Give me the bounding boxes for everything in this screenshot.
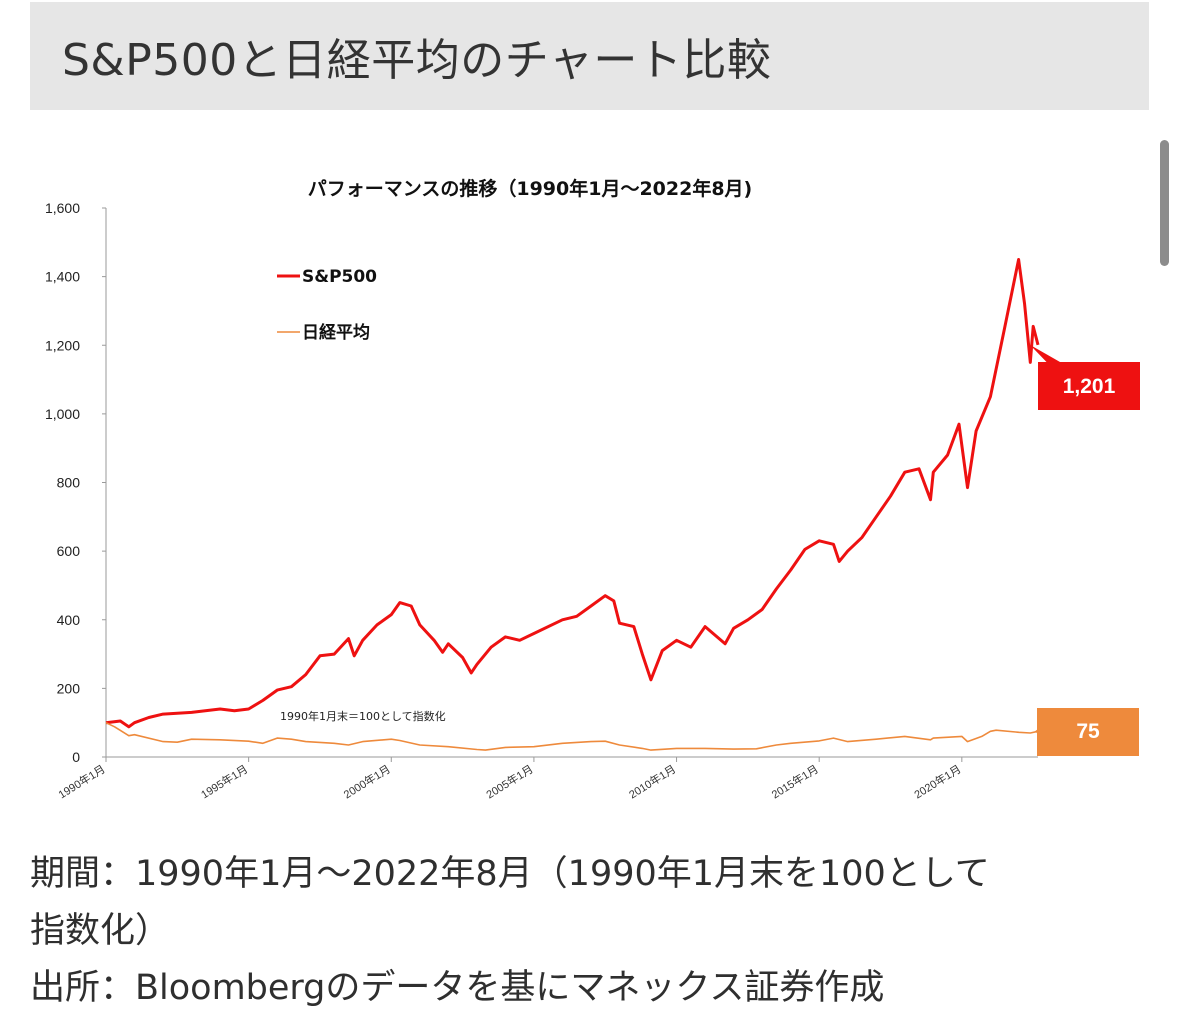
chart-lines xyxy=(105,258,1040,751)
y-tick-label: 1,000 xyxy=(45,406,80,422)
performance-chart: パフォーマンスの推移（1990年1月〜2022年8月) 0 200 400 600 80… xyxy=(45,177,1140,802)
x-tick-label: 2020年1月 xyxy=(911,762,963,802)
scrollbar[interactable] xyxy=(1160,140,1169,266)
sp500-callout-box xyxy=(1038,362,1140,410)
chart-legend: S&P500 日経平均 xyxy=(277,267,377,343)
chart-annotations: 1990年1月末＝100として指数化 1,201 75 xyxy=(280,344,1140,756)
nikkei-line xyxy=(105,721,1039,751)
x-tick-label: 2015年1月 xyxy=(769,762,821,802)
page-header: S&P500と日経平均のチャート比較 xyxy=(30,2,1149,110)
x-tick-label: 2005年1月 xyxy=(483,762,535,802)
x-tick-label: 1990年1月 xyxy=(56,762,108,802)
y-tick-label: 400 xyxy=(57,612,81,628)
y-tick-label: 1,200 xyxy=(45,337,80,353)
y-tick-label: 200 xyxy=(57,680,81,696)
x-tick-label: 2010年1月 xyxy=(626,762,678,802)
y-tick-label: 1,600 xyxy=(45,200,80,216)
x-tick-label: 2000年1月 xyxy=(341,762,393,802)
caption-period: 期間：1990年1月〜2022年8月（1990年1月末を100として xyxy=(30,854,990,894)
y-tick-label: 0 xyxy=(72,749,80,765)
nikkei-callout-box xyxy=(1037,708,1139,756)
chart-container: パフォーマンスの推移（1990年1月〜2022年8月) 0 200 400 600 80… xyxy=(30,140,1149,840)
nikkei-callout-label: 75 xyxy=(1076,720,1100,743)
legend-label-sp500: S&P500 xyxy=(302,267,377,287)
chart-caption: 期間：1990年1月〜2022年8月（1990年1月末を100として 指数化） … xyxy=(30,846,1150,1017)
page-title: S&P500と日経平均のチャート比較 xyxy=(62,35,772,86)
sp500-line xyxy=(105,258,1040,729)
sp500-callout-label: 1,201 xyxy=(1063,375,1116,398)
y-tick-label: 800 xyxy=(57,475,81,491)
caption-source: 出所：Bloombergのデータを基にマネックス証券作成 xyxy=(30,968,885,1008)
caption-period-continued: 指数化） xyxy=(30,911,171,951)
x-tick-label: 1995年1月 xyxy=(198,762,250,802)
y-tick-label: 1,400 xyxy=(45,269,80,285)
chart-title: パフォーマンスの推移（1990年1月〜2022年8月) xyxy=(308,177,753,200)
y-tick-label: 600 xyxy=(57,543,81,559)
legend-label-nikkei: 日経平均 xyxy=(302,322,370,343)
index-note: 1990年1月末＝100として指数化 xyxy=(280,709,446,723)
